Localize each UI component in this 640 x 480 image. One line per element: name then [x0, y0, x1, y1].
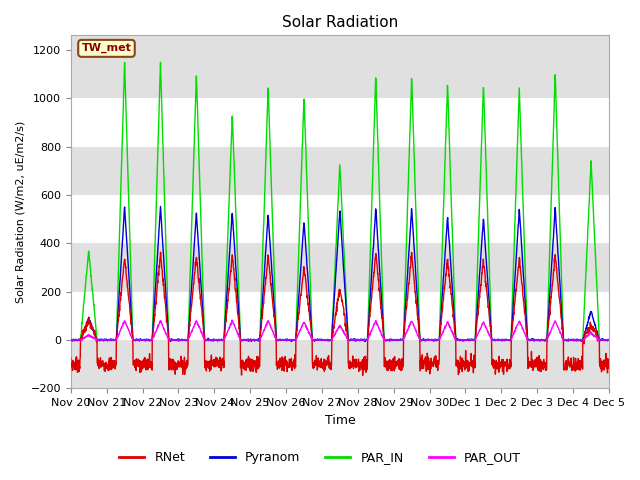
PAR_OUT: [217, 337, 225, 343]
PAR_IN: [573, 337, 580, 343]
RNet: [497, 359, 504, 365]
PAR_IN: [605, 337, 613, 343]
PAR_OUT: [356, 337, 364, 343]
X-axis label: Time: Time: [324, 414, 355, 427]
PAR_OUT: [367, 329, 375, 335]
RNet: [67, 355, 75, 361]
Line: Pyranom: Pyranom: [71, 206, 609, 342]
PAR_IN: [356, 337, 364, 343]
Pyranom: [356, 337, 364, 343]
RNet: [558, 318, 566, 324]
Pyranom: [497, 337, 504, 343]
PAR_IN: [558, 279, 566, 285]
Pyranom: [157, 204, 164, 209]
PAR_OUT: [573, 337, 580, 343]
RNet: [356, 364, 364, 370]
Bar: [71, 98, 609, 146]
Line: RNet: RNet: [71, 252, 609, 375]
PAR_OUT: [228, 317, 236, 323]
PAR_IN: [67, 337, 75, 343]
Pyranom: [362, 339, 369, 345]
RNet: [157, 249, 164, 255]
Pyranom: [605, 336, 613, 342]
RNet: [359, 372, 367, 378]
PAR_OUT: [558, 333, 566, 339]
Pyranom: [367, 275, 375, 281]
Pyranom: [558, 314, 566, 320]
Pyranom: [217, 337, 225, 343]
Line: PAR_IN: PAR_IN: [71, 62, 609, 340]
Pyranom: [67, 336, 75, 342]
RNet: [217, 368, 225, 373]
PAR_OUT: [497, 337, 504, 343]
PAR_IN: [367, 219, 375, 225]
PAR_OUT: [605, 337, 613, 343]
Title: Solar Radiation: Solar Radiation: [282, 15, 398, 30]
PAR_IN: [157, 60, 164, 65]
Y-axis label: Solar Radiation (W/m2, uE/m2/s): Solar Radiation (W/m2, uE/m2/s): [15, 120, 25, 303]
Pyranom: [573, 337, 580, 343]
PAR_IN: [217, 337, 225, 343]
Bar: [71, 195, 609, 243]
Legend: RNet, Pyranom, PAR_IN, PAR_OUT: RNet, Pyranom, PAR_IN, PAR_OUT: [115, 446, 525, 469]
Text: TW_met: TW_met: [81, 43, 131, 53]
RNet: [367, 296, 375, 301]
Line: PAR_OUT: PAR_OUT: [71, 320, 609, 340]
PAR_IN: [497, 337, 504, 343]
PAR_OUT: [67, 337, 75, 343]
Bar: [71, 292, 609, 340]
RNet: [605, 365, 613, 371]
RNet: [573, 360, 580, 366]
